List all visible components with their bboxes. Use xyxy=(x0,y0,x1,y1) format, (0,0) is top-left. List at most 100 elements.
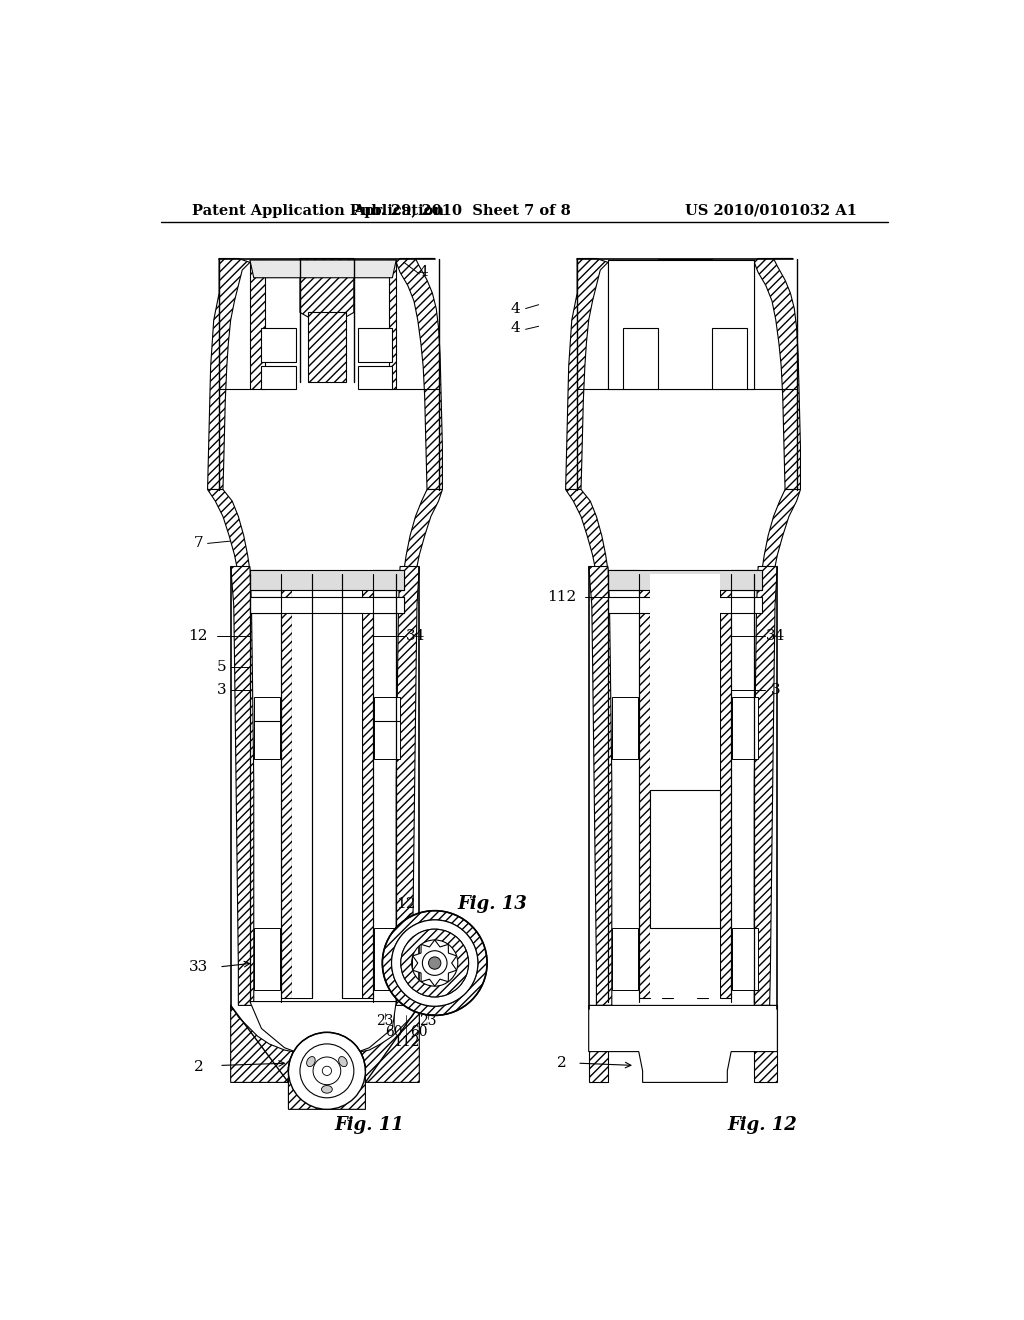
Text: 23: 23 xyxy=(376,1014,393,1028)
Polygon shape xyxy=(589,1006,777,1082)
Polygon shape xyxy=(374,697,400,759)
Polygon shape xyxy=(254,697,280,759)
Circle shape xyxy=(313,1057,341,1085)
Text: 4: 4 xyxy=(511,321,520,335)
Polygon shape xyxy=(357,367,392,389)
Text: 60: 60 xyxy=(410,1026,427,1039)
Polygon shape xyxy=(374,928,400,990)
Text: 7: 7 xyxy=(194,536,203,550)
Polygon shape xyxy=(292,574,310,998)
Polygon shape xyxy=(650,574,720,998)
Polygon shape xyxy=(250,570,403,590)
Text: Fig. 11: Fig. 11 xyxy=(335,1115,404,1134)
Polygon shape xyxy=(625,330,656,388)
Wedge shape xyxy=(400,929,469,997)
Text: 2: 2 xyxy=(194,1060,203,1074)
Text: 12: 12 xyxy=(396,896,416,911)
Circle shape xyxy=(429,957,441,969)
Text: Fig. 12: Fig. 12 xyxy=(727,1115,797,1134)
Polygon shape xyxy=(762,490,801,574)
Polygon shape xyxy=(611,928,638,990)
Polygon shape xyxy=(624,327,658,389)
Polygon shape xyxy=(250,260,265,389)
Polygon shape xyxy=(357,327,392,363)
Polygon shape xyxy=(589,566,611,1006)
Ellipse shape xyxy=(306,1056,315,1067)
Polygon shape xyxy=(230,1006,419,1082)
Polygon shape xyxy=(250,1002,396,1061)
Text: 3: 3 xyxy=(771,682,780,697)
Polygon shape xyxy=(608,570,762,590)
Polygon shape xyxy=(250,597,403,612)
Ellipse shape xyxy=(322,1085,333,1093)
Polygon shape xyxy=(388,260,396,389)
Polygon shape xyxy=(261,367,296,389)
Text: 3: 3 xyxy=(217,682,226,697)
Text: 23: 23 xyxy=(419,1014,436,1028)
Polygon shape xyxy=(373,570,403,590)
Polygon shape xyxy=(413,940,457,986)
Circle shape xyxy=(289,1032,366,1109)
Text: 34: 34 xyxy=(766,628,785,643)
Polygon shape xyxy=(712,327,746,389)
Wedge shape xyxy=(391,920,478,1006)
Polygon shape xyxy=(731,570,762,590)
Polygon shape xyxy=(373,597,403,612)
Text: 60: 60 xyxy=(385,1026,402,1039)
Polygon shape xyxy=(289,1032,366,1109)
Polygon shape xyxy=(230,566,254,1006)
Polygon shape xyxy=(589,1006,608,1082)
Polygon shape xyxy=(732,697,758,759)
Polygon shape xyxy=(720,574,731,998)
Polygon shape xyxy=(674,574,695,998)
Polygon shape xyxy=(565,490,608,574)
Circle shape xyxy=(300,1044,354,1098)
Polygon shape xyxy=(650,789,720,928)
Polygon shape xyxy=(755,259,801,490)
Polygon shape xyxy=(250,260,396,277)
Polygon shape xyxy=(307,313,346,381)
Polygon shape xyxy=(403,490,442,574)
Polygon shape xyxy=(732,928,758,990)
Text: 34: 34 xyxy=(406,628,425,643)
Text: 4: 4 xyxy=(418,265,428,280)
Polygon shape xyxy=(662,574,674,998)
Text: 2: 2 xyxy=(557,1056,566,1071)
Polygon shape xyxy=(208,490,250,574)
Polygon shape xyxy=(658,259,712,389)
Text: Patent Application Publication: Patent Application Publication xyxy=(193,203,444,218)
Text: 4: 4 xyxy=(511,301,520,315)
Polygon shape xyxy=(608,260,755,389)
Text: 112: 112 xyxy=(393,1035,420,1049)
Polygon shape xyxy=(250,570,281,590)
Polygon shape xyxy=(696,574,708,998)
Text: 12: 12 xyxy=(188,628,208,643)
Polygon shape xyxy=(208,259,250,490)
Circle shape xyxy=(422,950,447,975)
Wedge shape xyxy=(382,911,487,1015)
Polygon shape xyxy=(755,1006,777,1082)
Text: 112: 112 xyxy=(547,590,577,605)
Polygon shape xyxy=(608,597,762,612)
Text: Fig. 13: Fig. 13 xyxy=(458,895,527,912)
Text: Apr. 29, 2010  Sheet 7 of 8: Apr. 29, 2010 Sheet 7 of 8 xyxy=(353,203,570,218)
Polygon shape xyxy=(396,259,442,490)
Polygon shape xyxy=(343,574,361,998)
Polygon shape xyxy=(755,566,777,1006)
Polygon shape xyxy=(281,574,292,998)
Text: US 2010/0101032 A1: US 2010/0101032 A1 xyxy=(685,203,857,218)
Polygon shape xyxy=(265,331,295,360)
Polygon shape xyxy=(261,327,296,363)
Polygon shape xyxy=(361,574,373,998)
Circle shape xyxy=(323,1067,332,1076)
Polygon shape xyxy=(714,330,745,388)
Polygon shape xyxy=(608,570,639,590)
Polygon shape xyxy=(565,259,608,490)
Polygon shape xyxy=(300,259,354,327)
Polygon shape xyxy=(254,928,280,990)
Polygon shape xyxy=(611,697,638,759)
Polygon shape xyxy=(292,574,361,998)
Polygon shape xyxy=(250,597,281,612)
Polygon shape xyxy=(639,574,650,998)
Polygon shape xyxy=(396,566,419,1006)
